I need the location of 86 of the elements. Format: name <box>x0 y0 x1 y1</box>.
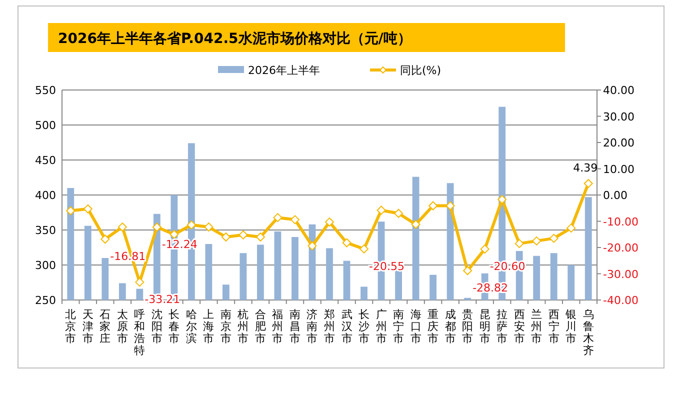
point <box>532 236 542 246</box>
y-tick-label: 500 <box>35 119 56 132</box>
x-tick-label: 重庆市 <box>428 308 439 345</box>
point <box>325 218 334 227</box>
x-tick-label: 合肥市 <box>254 308 266 345</box>
point <box>135 278 144 287</box>
point <box>118 222 127 232</box>
data-label: -12.24 <box>162 238 198 252</box>
x-tick-label: 天津市 <box>82 308 94 345</box>
y-tick-label: 400 <box>35 189 56 202</box>
x-tick-label: 上海市 <box>203 308 214 345</box>
point <box>514 239 524 248</box>
x-tick-label: 昆明市 <box>479 308 490 345</box>
point <box>498 194 507 204</box>
point <box>463 266 472 276</box>
y-tick-label: 350 <box>35 224 56 237</box>
x-tick-label: 南昌市 <box>289 308 300 345</box>
point <box>360 244 369 254</box>
point <box>566 224 576 233</box>
legend-label: 同比(%) <box>400 64 442 77</box>
x-tick-label: 长春市 <box>168 308 180 345</box>
point <box>584 178 593 188</box>
x-tick-label: 郑州市 <box>324 308 335 345</box>
y2-tick-label: 40.00 <box>603 84 634 97</box>
point <box>376 206 386 215</box>
x-tick-label: 北京市 <box>65 308 76 345</box>
point <box>446 201 455 210</box>
x-tick-label: 武汉市 <box>341 308 352 345</box>
x-tick-label: 乌鲁木齐 <box>582 308 594 357</box>
x-tick-label: 呼和浩特 <box>134 308 146 357</box>
point <box>238 230 248 240</box>
point <box>549 234 558 243</box>
x-tick-label: 哈尔滨 <box>186 308 197 345</box>
data-label: 4.39 <box>573 161 598 174</box>
point <box>100 234 110 244</box>
y2-tick-label: 30.00 <box>603 110 634 124</box>
chart-title: 2026年上半年各省P.042.5水泥市场价格对比（元/吨） <box>58 30 412 47</box>
point <box>290 215 300 224</box>
point <box>66 206 76 216</box>
y2-tick-label: -30.00 <box>603 268 638 281</box>
x-tick-label: 拉萨市 <box>496 308 508 345</box>
x-tick-label: 南宁市 <box>393 308 404 345</box>
y-tick-label: 300 <box>35 259 56 272</box>
point <box>204 222 214 232</box>
y-tick-label: 250 <box>35 294 56 307</box>
point <box>186 220 196 230</box>
data-label: -20.55 <box>369 260 404 273</box>
point <box>273 213 282 222</box>
x-tick-label: 济南市 <box>306 308 318 345</box>
x-tick-label: 银川市 <box>564 308 577 345</box>
y2-tick-label: 20.00 <box>603 136 634 150</box>
y-tick-label: 450 <box>35 154 56 167</box>
x-tick-label: 西安市 <box>514 308 525 345</box>
point <box>342 238 352 248</box>
x-tick-label: 杭州市 <box>236 308 249 345</box>
y2-tick-label: -10.00 <box>603 215 638 228</box>
x-tick-label: 成都市 <box>444 308 456 345</box>
point <box>83 204 92 214</box>
data-label: -33.21 <box>144 293 180 306</box>
y2-tick-label: -20.00 <box>603 242 638 254</box>
data-label: -28.82 <box>472 282 508 295</box>
x-tick-label: 福州市 <box>272 308 284 345</box>
y2-tick-label: -40.00 <box>603 294 638 307</box>
y-tick-label: 550 <box>35 84 56 97</box>
point <box>256 232 265 242</box>
x-tick-label: 南京市 <box>220 308 232 345</box>
point <box>394 208 404 218</box>
x-tick-label: 海口市 <box>410 308 422 345</box>
data-label: -20.60 <box>490 260 526 274</box>
x-tick-label: 石家庄 <box>100 308 111 345</box>
point <box>221 232 230 242</box>
x-tick-label: 贵阳市 <box>462 308 474 345</box>
x-tick-label: 长沙市 <box>358 308 370 345</box>
point <box>170 230 179 239</box>
point <box>308 241 317 250</box>
x-tick-label: 西宁市 <box>548 308 560 345</box>
point <box>480 244 490 254</box>
x-tick-label: 沈阳市 <box>151 308 162 345</box>
y2-tick-label: 10.00 <box>603 162 634 176</box>
point <box>411 220 420 229</box>
point <box>152 222 162 232</box>
legend-label: 2026年上半年 <box>248 64 320 77</box>
x-tick-label: 兰州市 <box>531 308 542 345</box>
x-tick-label: 广州市 <box>376 308 387 345</box>
x-tick-label: 太原市 <box>116 308 128 345</box>
y2-tick-label: 0.00 <box>603 189 628 202</box>
